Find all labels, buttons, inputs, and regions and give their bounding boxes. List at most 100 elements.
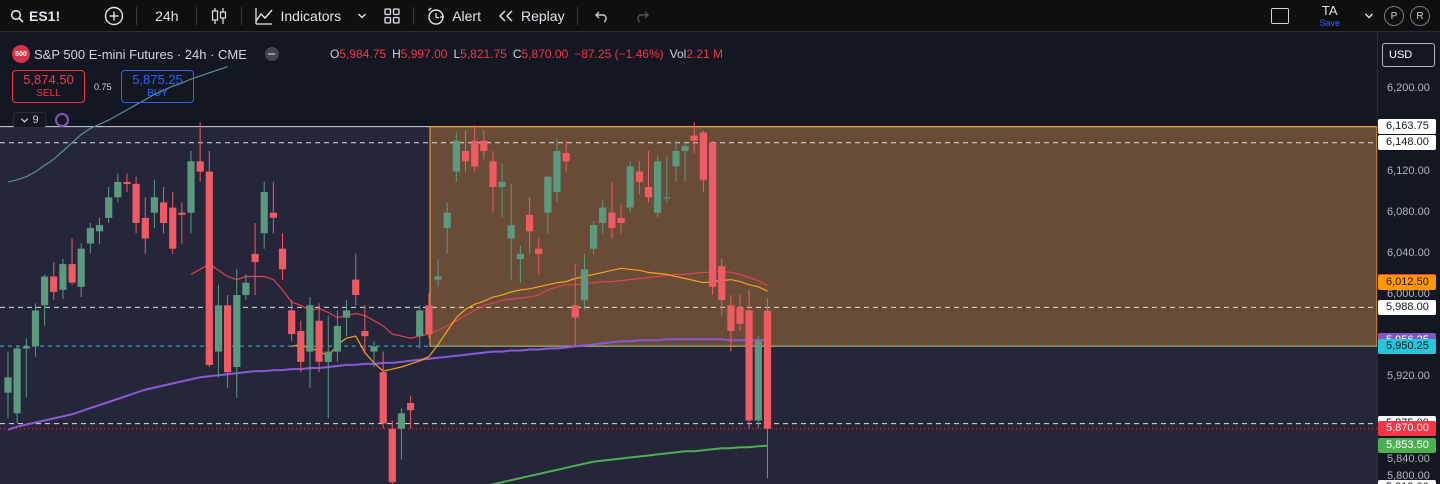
candle-body bbox=[269, 212, 277, 218]
price-tick: 6,200.00 bbox=[1387, 82, 1430, 95]
profile-button[interactable]: R bbox=[1410, 6, 1430, 26]
candle-body bbox=[681, 145, 689, 151]
candle bbox=[562, 140, 570, 172]
candle-body bbox=[727, 305, 735, 331]
ohlc-value: 5,984.75 bbox=[339, 47, 387, 61]
candle bbox=[169, 192, 177, 254]
candle-body bbox=[77, 248, 85, 287]
candle bbox=[727, 295, 735, 352]
candle-body bbox=[59, 264, 67, 290]
price-tick: 6,080.00 bbox=[1387, 205, 1430, 218]
candle-body bbox=[425, 305, 433, 335]
compare-symbol-button[interactable] bbox=[96, 0, 132, 32]
candle-body bbox=[535, 248, 543, 254]
interval-label: 24h bbox=[155, 7, 179, 24]
candle bbox=[736, 295, 744, 332]
currency-select[interactable]: USD bbox=[1382, 43, 1435, 67]
supply-zone-box bbox=[429, 125, 1377, 347]
candle bbox=[590, 220, 598, 254]
price-label: 6,148.00 bbox=[1378, 135, 1436, 151]
symbol-label: ES1! bbox=[29, 7, 61, 24]
candle bbox=[471, 125, 479, 172]
ohlc-key: O bbox=[330, 47, 340, 61]
candle bbox=[745, 289, 753, 429]
indicators-collapse-button[interactable]: 9 bbox=[13, 112, 46, 128]
candle-body bbox=[297, 331, 305, 362]
candle-body bbox=[31, 310, 40, 347]
price-label: 5,813.00 bbox=[1378, 479, 1436, 484]
candle-body bbox=[590, 225, 598, 249]
ohlc-key: H bbox=[392, 47, 401, 61]
buy-button[interactable]: 5,875.25 BUY bbox=[121, 70, 194, 103]
candle-body bbox=[644, 187, 653, 198]
symbol-title[interactable]: S&P 500 E-mini Futures · 24h · CME bbox=[34, 46, 247, 62]
candle-body bbox=[22, 346, 30, 349]
candle-body bbox=[663, 197, 671, 199]
indicators-button[interactable]: Indicators bbox=[246, 0, 349, 32]
candle-body bbox=[352, 279, 360, 295]
chevron-down-icon[interactable] bbox=[1364, 11, 1374, 21]
candle bbox=[644, 150, 653, 203]
candle-body bbox=[736, 307, 744, 324]
candle-body bbox=[526, 214, 534, 232]
candle bbox=[434, 258, 442, 287]
candle-body bbox=[370, 346, 378, 352]
candle-body bbox=[196, 161, 204, 172]
indicator-templates-button[interactable] bbox=[349, 0, 375, 32]
toolbar-divider bbox=[136, 6, 138, 25]
candle bbox=[196, 122, 204, 182]
layouts-button[interactable] bbox=[375, 0, 409, 32]
hide-legend-icon[interactable] bbox=[264, 47, 279, 61]
interval-button[interactable]: 24h bbox=[141, 0, 192, 32]
candle-body bbox=[480, 140, 488, 151]
candle-body bbox=[242, 282, 250, 295]
price-label: 5,853.50 bbox=[1378, 438, 1436, 454]
candle-body bbox=[388, 428, 396, 483]
symbol-search-button[interactable]: ES1! bbox=[0, 0, 68, 32]
candle bbox=[242, 274, 250, 301]
undo-button[interactable] bbox=[586, 0, 618, 32]
candle bbox=[709, 140, 717, 295]
price-tick: 6,040.00 bbox=[1387, 246, 1430, 259]
candle-body bbox=[489, 161, 497, 187]
publish-button[interactable]: P bbox=[1384, 6, 1404, 26]
symbol-logo: 500 bbox=[12, 45, 30, 63]
candle bbox=[187, 150, 195, 234]
candle bbox=[608, 181, 616, 239]
indicators-icon bbox=[255, 7, 274, 25]
price-chart[interactable] bbox=[0, 33, 1377, 484]
save-layout-button[interactable]: TA Save bbox=[1319, 4, 1340, 28]
select-layout-icon[interactable] bbox=[1271, 8, 1290, 24]
ohlc-item: H5,997.00 bbox=[392, 47, 447, 61]
sell-price: 5,874.50 bbox=[23, 72, 74, 88]
candle-body bbox=[278, 248, 287, 270]
candle bbox=[516, 245, 524, 283]
price-tick: 6,000.00 bbox=[1387, 288, 1430, 300]
candle-body bbox=[114, 181, 122, 198]
candle-body bbox=[562, 153, 570, 162]
price-scale[interactable] bbox=[1377, 33, 1440, 484]
candle bbox=[718, 258, 726, 316]
candle bbox=[617, 204, 625, 234]
candle bbox=[288, 300, 296, 342]
candle-body bbox=[13, 348, 21, 414]
candle-body bbox=[452, 140, 460, 172]
redo-button[interactable] bbox=[626, 0, 658, 32]
candle-body bbox=[333, 325, 341, 352]
indicator-settings-icon[interactable] bbox=[55, 113, 69, 127]
candle-body bbox=[397, 413, 405, 429]
sell-label: SELL bbox=[36, 88, 61, 100]
candle bbox=[31, 303, 40, 357]
price-label: 5,870.00 bbox=[1378, 421, 1436, 437]
alert-button[interactable]: Alert bbox=[418, 0, 489, 32]
candle bbox=[77, 243, 85, 298]
candle bbox=[50, 262, 58, 301]
candle bbox=[178, 202, 186, 244]
toolbar-right-group: TA Save P R bbox=[1271, 0, 1440, 32]
candle-body bbox=[580, 269, 589, 301]
candle-body bbox=[288, 310, 296, 335]
replay-button[interactable]: Replay bbox=[489, 0, 573, 32]
candle-body bbox=[654, 161, 662, 213]
sell-button[interactable]: 5,874.50 SELL bbox=[12, 70, 85, 103]
chart-type-button[interactable] bbox=[201, 0, 237, 32]
